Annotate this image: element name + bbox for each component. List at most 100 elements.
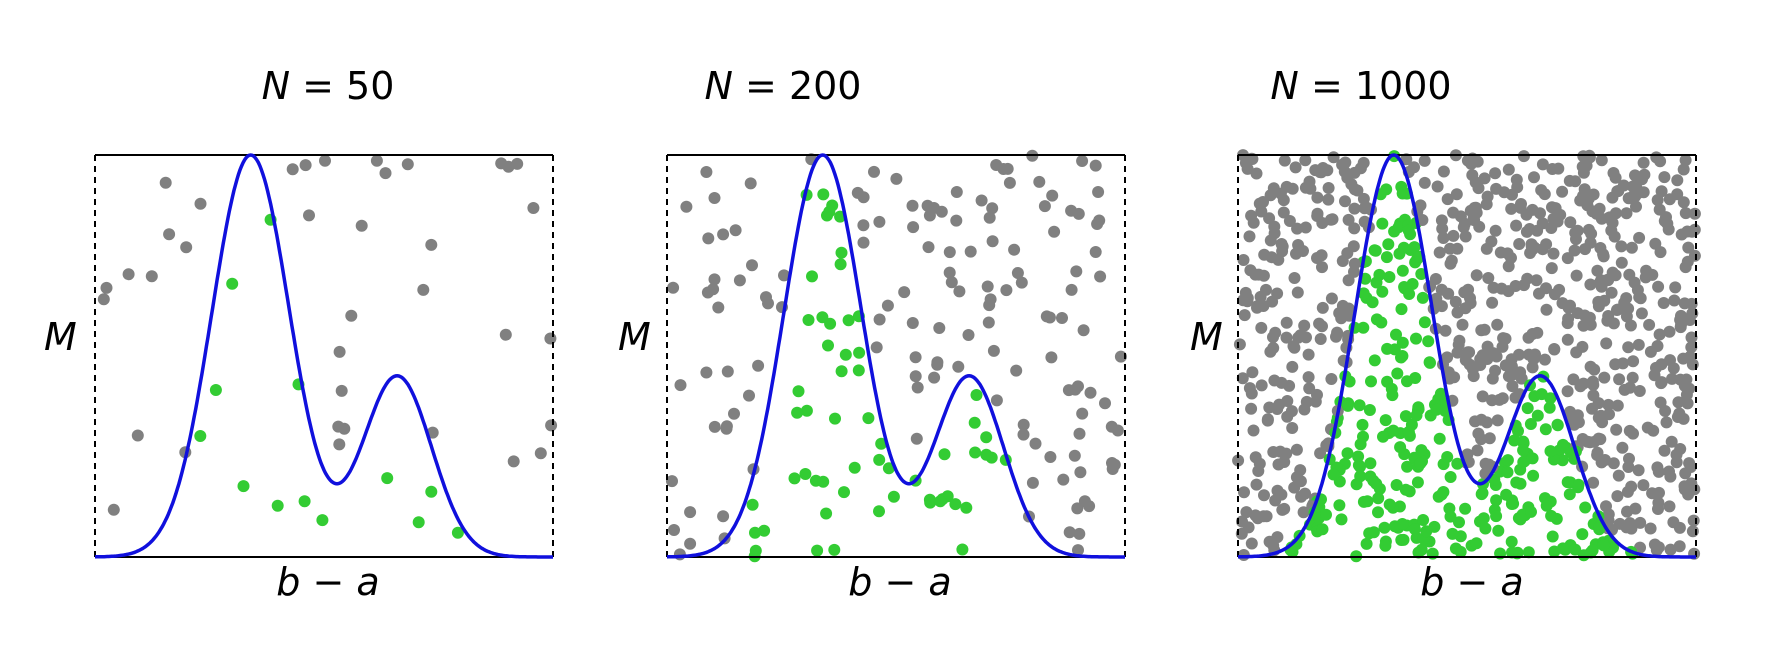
point-rejected bbox=[984, 293, 997, 306]
point-accepted bbox=[1579, 501, 1592, 514]
point-rejected bbox=[1677, 352, 1690, 365]
point-rejected bbox=[1289, 161, 1302, 174]
point-rejected bbox=[1444, 257, 1457, 270]
point-accepted bbox=[1551, 419, 1564, 432]
point-accepted bbox=[1433, 432, 1446, 445]
point-rejected bbox=[1480, 416, 1493, 429]
point-rejected bbox=[907, 221, 920, 234]
point-rejected bbox=[1017, 418, 1030, 431]
point-rejected bbox=[1617, 179, 1630, 192]
point-accepted bbox=[1333, 499, 1346, 512]
point-accepted bbox=[381, 472, 394, 485]
point-rejected bbox=[1598, 371, 1611, 384]
point-rejected bbox=[1316, 301, 1329, 314]
point-rejected bbox=[1281, 410, 1294, 423]
point-rejected bbox=[1595, 154, 1608, 167]
point-rejected bbox=[1250, 167, 1263, 180]
point-rejected bbox=[370, 154, 383, 167]
point-accepted bbox=[1343, 375, 1356, 388]
point-accepted bbox=[1405, 418, 1418, 431]
point-accepted bbox=[1430, 403, 1443, 416]
point-rejected bbox=[1072, 380, 1084, 393]
point-rejected bbox=[511, 157, 524, 170]
point-rejected bbox=[1679, 154, 1692, 167]
point-rejected bbox=[952, 360, 965, 373]
point-rejected bbox=[1502, 163, 1515, 176]
point-rejected bbox=[1528, 241, 1541, 254]
point-rejected bbox=[1592, 397, 1605, 410]
point-accepted bbox=[791, 406, 804, 419]
point-accepted bbox=[1416, 291, 1429, 304]
point-rejected bbox=[1255, 321, 1268, 334]
point-rejected bbox=[760, 291, 772, 304]
point-accepted bbox=[1403, 288, 1416, 300]
point-rejected bbox=[417, 283, 430, 296]
point-rejected bbox=[1659, 405, 1672, 417]
point-rejected bbox=[1273, 398, 1286, 411]
point-rejected bbox=[1678, 483, 1691, 496]
point-rejected bbox=[159, 176, 172, 189]
point-rejected bbox=[868, 165, 880, 178]
point-rejected bbox=[1068, 449, 1081, 462]
point-accepted bbox=[873, 505, 885, 518]
point-rejected bbox=[950, 186, 963, 198]
point-rejected bbox=[1253, 457, 1266, 470]
point-rejected bbox=[1644, 345, 1657, 358]
point-rejected bbox=[1491, 318, 1504, 331]
point-accepted bbox=[838, 486, 850, 499]
point-accepted bbox=[1434, 387, 1447, 400]
point-accepted bbox=[1414, 457, 1427, 470]
point-rejected bbox=[1298, 319, 1311, 332]
point-accepted bbox=[1492, 524, 1505, 537]
point-rejected bbox=[1481, 353, 1494, 365]
point-accepted bbox=[800, 404, 813, 417]
point-accepted bbox=[823, 205, 836, 218]
point-rejected bbox=[1627, 189, 1640, 202]
point-rejected bbox=[1633, 231, 1646, 244]
point-accepted bbox=[828, 543, 841, 556]
point-rejected bbox=[1569, 175, 1582, 188]
point-rejected bbox=[1348, 222, 1361, 235]
point-rejected bbox=[870, 341, 883, 354]
point-rejected bbox=[1510, 173, 1523, 186]
point-rejected bbox=[1493, 393, 1506, 406]
point-rejected bbox=[666, 475, 678, 488]
point-rejected bbox=[1561, 333, 1574, 346]
point-rejected bbox=[898, 286, 911, 299]
point-rejected bbox=[721, 365, 734, 378]
point-rejected bbox=[1276, 503, 1289, 516]
point-accepted bbox=[1444, 510, 1457, 523]
point-accepted bbox=[873, 453, 886, 466]
point-rejected bbox=[1291, 286, 1304, 299]
point-accepted bbox=[788, 472, 801, 485]
point-rejected bbox=[1236, 372, 1249, 385]
point-accepted bbox=[1350, 478, 1363, 491]
point-rejected bbox=[1562, 312, 1575, 325]
point-rejected bbox=[1570, 269, 1583, 282]
point-rejected bbox=[1476, 390, 1489, 403]
point-rejected bbox=[1652, 465, 1665, 478]
point-rejected bbox=[1287, 340, 1300, 353]
point-rejected bbox=[1471, 444, 1484, 457]
point-rejected bbox=[728, 407, 740, 420]
point-accepted bbox=[1397, 533, 1410, 546]
point-rejected bbox=[1548, 288, 1561, 301]
point-accepted bbox=[298, 495, 311, 508]
point-rejected bbox=[545, 419, 558, 432]
point-rejected bbox=[1599, 454, 1611, 466]
point-rejected bbox=[1288, 272, 1301, 284]
point-rejected bbox=[684, 506, 697, 519]
point-rejected bbox=[1335, 312, 1348, 325]
point-rejected bbox=[1685, 341, 1698, 354]
point-rejected bbox=[1089, 159, 1102, 172]
point-rejected bbox=[746, 259, 758, 272]
point-rejected bbox=[1613, 373, 1626, 386]
point-rejected bbox=[499, 328, 512, 341]
point-rejected bbox=[1269, 326, 1282, 339]
point-accepted bbox=[799, 468, 812, 480]
point-accepted bbox=[1441, 451, 1454, 463]
point-rejected bbox=[1686, 525, 1699, 538]
point-rejected bbox=[1456, 318, 1469, 331]
point-rejected bbox=[1612, 469, 1625, 482]
y-axis-label-2: M bbox=[618, 315, 651, 359]
